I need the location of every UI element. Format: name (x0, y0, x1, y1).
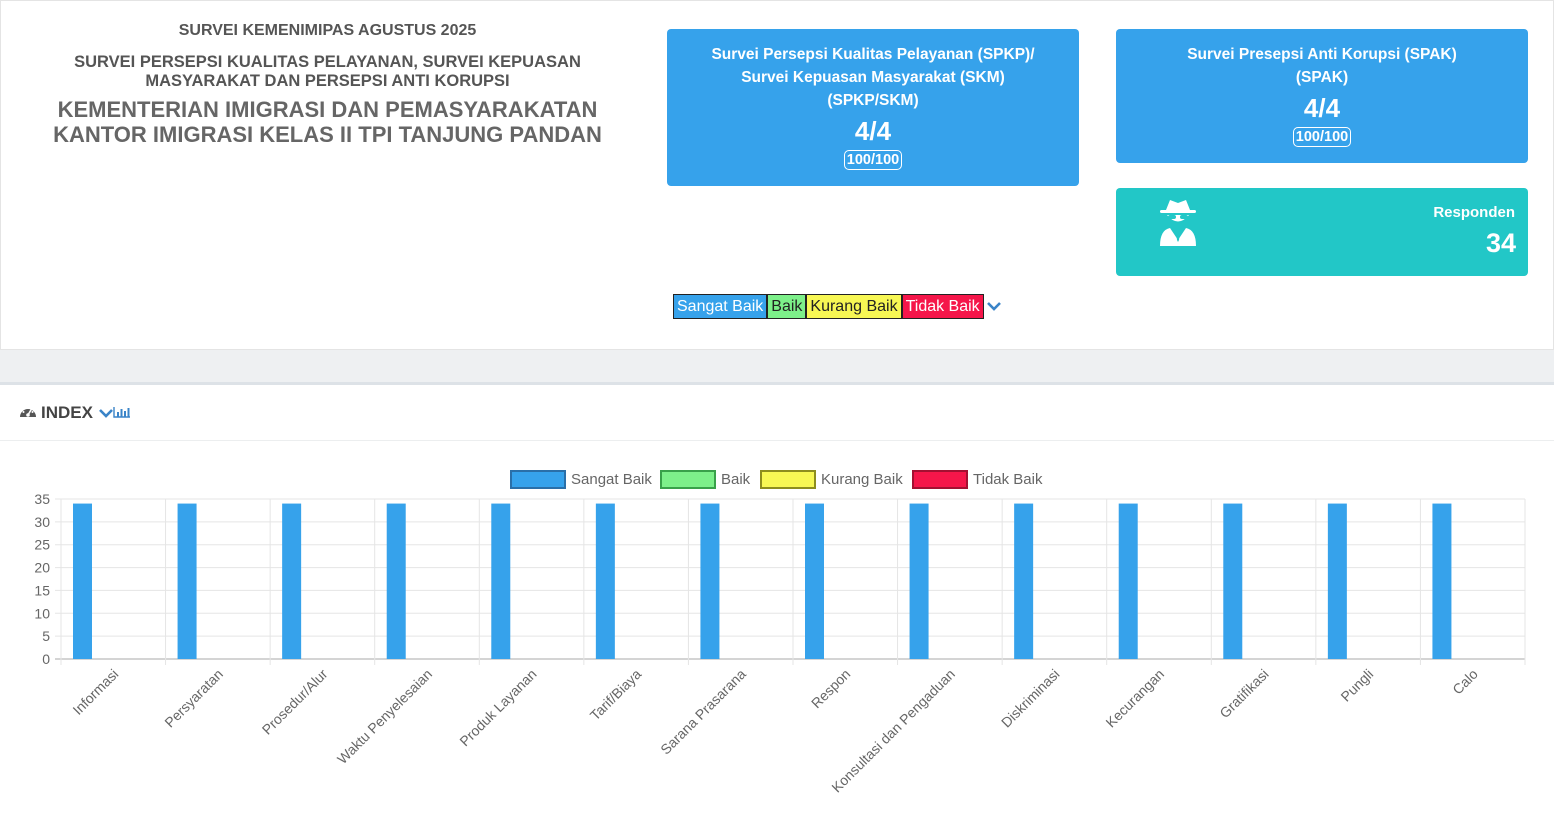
legend-tidak-baik: Tidak Baik (901, 294, 984, 319)
y-tick-label: 10 (34, 605, 50, 621)
legend-kurang-baik: Kurang Baik (806, 294, 902, 319)
spak-index-badge: 100/100 (1292, 127, 1352, 147)
bar (909, 503, 929, 659)
spkp-card-title-line3: (SPKP/SKM) (827, 92, 919, 109)
x-tick-label: Konsultasi dan Pengaduan (828, 666, 958, 796)
x-tick-label: Respon (808, 666, 853, 711)
chevron-down-icon[interactable] (986, 298, 1001, 316)
bar (73, 503, 92, 659)
index-header: INDEX (19, 403, 131, 423)
x-tick-label: Produk Layanan (456, 666, 539, 749)
x-tick-label: Kecurangan (1102, 666, 1167, 731)
index-panel (0, 382, 1554, 821)
y-tick-label: 30 (34, 514, 50, 530)
bar (1432, 503, 1452, 659)
user-secret-icon (1156, 198, 1200, 253)
index-bar-chart: Sangat Baik Baik Kurang Baik Tidak Baik 0 5 10… (34, 470, 1526, 796)
spkp-card-title-line1: Survei Persepsi Kualitas Pelayanan (SPKP… (711, 46, 1035, 63)
org-name-line2: KANTOR IMIGRASI KELAS II TPI TANJUNG PAN… (53, 122, 602, 147)
legend-sangat-baik: Sangat Baik (673, 294, 768, 319)
legend-swatch (912, 470, 968, 489)
bar-chart-icon[interactable] (113, 403, 131, 423)
bar (595, 503, 615, 659)
legend-label: Sangat Baik (571, 471, 652, 488)
section-separator (0, 350, 1554, 382)
y-tick-label: 0 (42, 651, 50, 667)
bar (177, 503, 197, 659)
respondents-card: Responden 34 (1116, 188, 1528, 276)
spkp-index-badge: 100/100 (843, 150, 903, 170)
x-tick-label: Gratifikasi (1216, 666, 1271, 721)
spak-card-title-line1: Survei Presepsi Anti Korupsi (SPAK) (1187, 46, 1457, 63)
org-name-line1: KEMENTERIAN IMIGRASI DAN PEMASYARAKATAN (57, 97, 598, 122)
tachometer-icon (19, 403, 37, 423)
respondents-count: 34 (1485, 228, 1516, 258)
legend-swatch (510, 470, 566, 489)
x-tick-label: Calo (1449, 666, 1481, 698)
x-tick-label: Waktu Penyelesaian (334, 666, 435, 767)
index-title: INDEX (41, 403, 93, 422)
survey-title-block: SURVEI KEMENIMIPAS AGUSTUS 2025 SURVEI P… (40, 22, 615, 147)
bar (1327, 503, 1347, 659)
header-divider (0, 440, 1554, 441)
spak-card-title-line2: (SPAK) (1295, 69, 1349, 86)
bar (700, 503, 720, 659)
bar (1014, 503, 1034, 659)
survey-subtitle: SURVEI PERSEPSI KUALITAS PELAYANAN, SURV… (74, 53, 581, 90)
y-tick-label: 25 (34, 537, 50, 553)
survey-title: SURVEI KEMENIMIPAS AGUSTUS 2025 (178, 22, 477, 39)
y-tick-label: 5 (42, 628, 50, 644)
rating-legend: Sangat Baik Baik Kurang Baik Tidak Baik (673, 294, 1001, 319)
bar (805, 503, 824, 659)
x-tick-label: Informasi (69, 666, 121, 718)
y-tick-label: 35 (34, 491, 50, 507)
bar (1118, 503, 1138, 659)
x-tick-label: Prosedur/Alur (259, 666, 331, 738)
legend-label: Tidak Baik (973, 471, 1043, 488)
chevron-down-icon[interactable] (99, 403, 113, 423)
spak-score: 4/4 (1303, 93, 1341, 123)
y-tick-label: 20 (34, 560, 50, 576)
spkp-skm-card: Survei Persepsi Kualitas Pelayanan (SPKP… (667, 29, 1079, 186)
x-tick-label: Pungli (1337, 666, 1376, 705)
legend-label: Baik (721, 471, 751, 488)
spkp-score: 4/4 (854, 116, 892, 146)
bar (282, 503, 302, 659)
bar (491, 503, 511, 659)
respondents-label: Responden (1433, 204, 1515, 221)
legend-swatch (760, 470, 816, 489)
x-tick-label: Diskriminasi (998, 666, 1063, 731)
bar (386, 503, 406, 659)
spkp-card-title-line2: Survei Kepuasan Masyarakat (SKM) (741, 69, 1005, 86)
x-tick-label: Persyaratan (161, 666, 226, 731)
x-tick-label: Sarana Prasarana (657, 666, 749, 758)
spak-card: Survei Presepsi Anti Korupsi (SPAK) (SPA… (1116, 29, 1528, 163)
legend-label: Kurang Baik (821, 471, 903, 488)
bar (1223, 503, 1243, 659)
legend-baik: Baik (767, 294, 807, 319)
legend-swatch (660, 470, 716, 489)
x-tick-label: Tarif/Biaya (587, 666, 645, 724)
y-tick-label: 15 (34, 582, 50, 598)
